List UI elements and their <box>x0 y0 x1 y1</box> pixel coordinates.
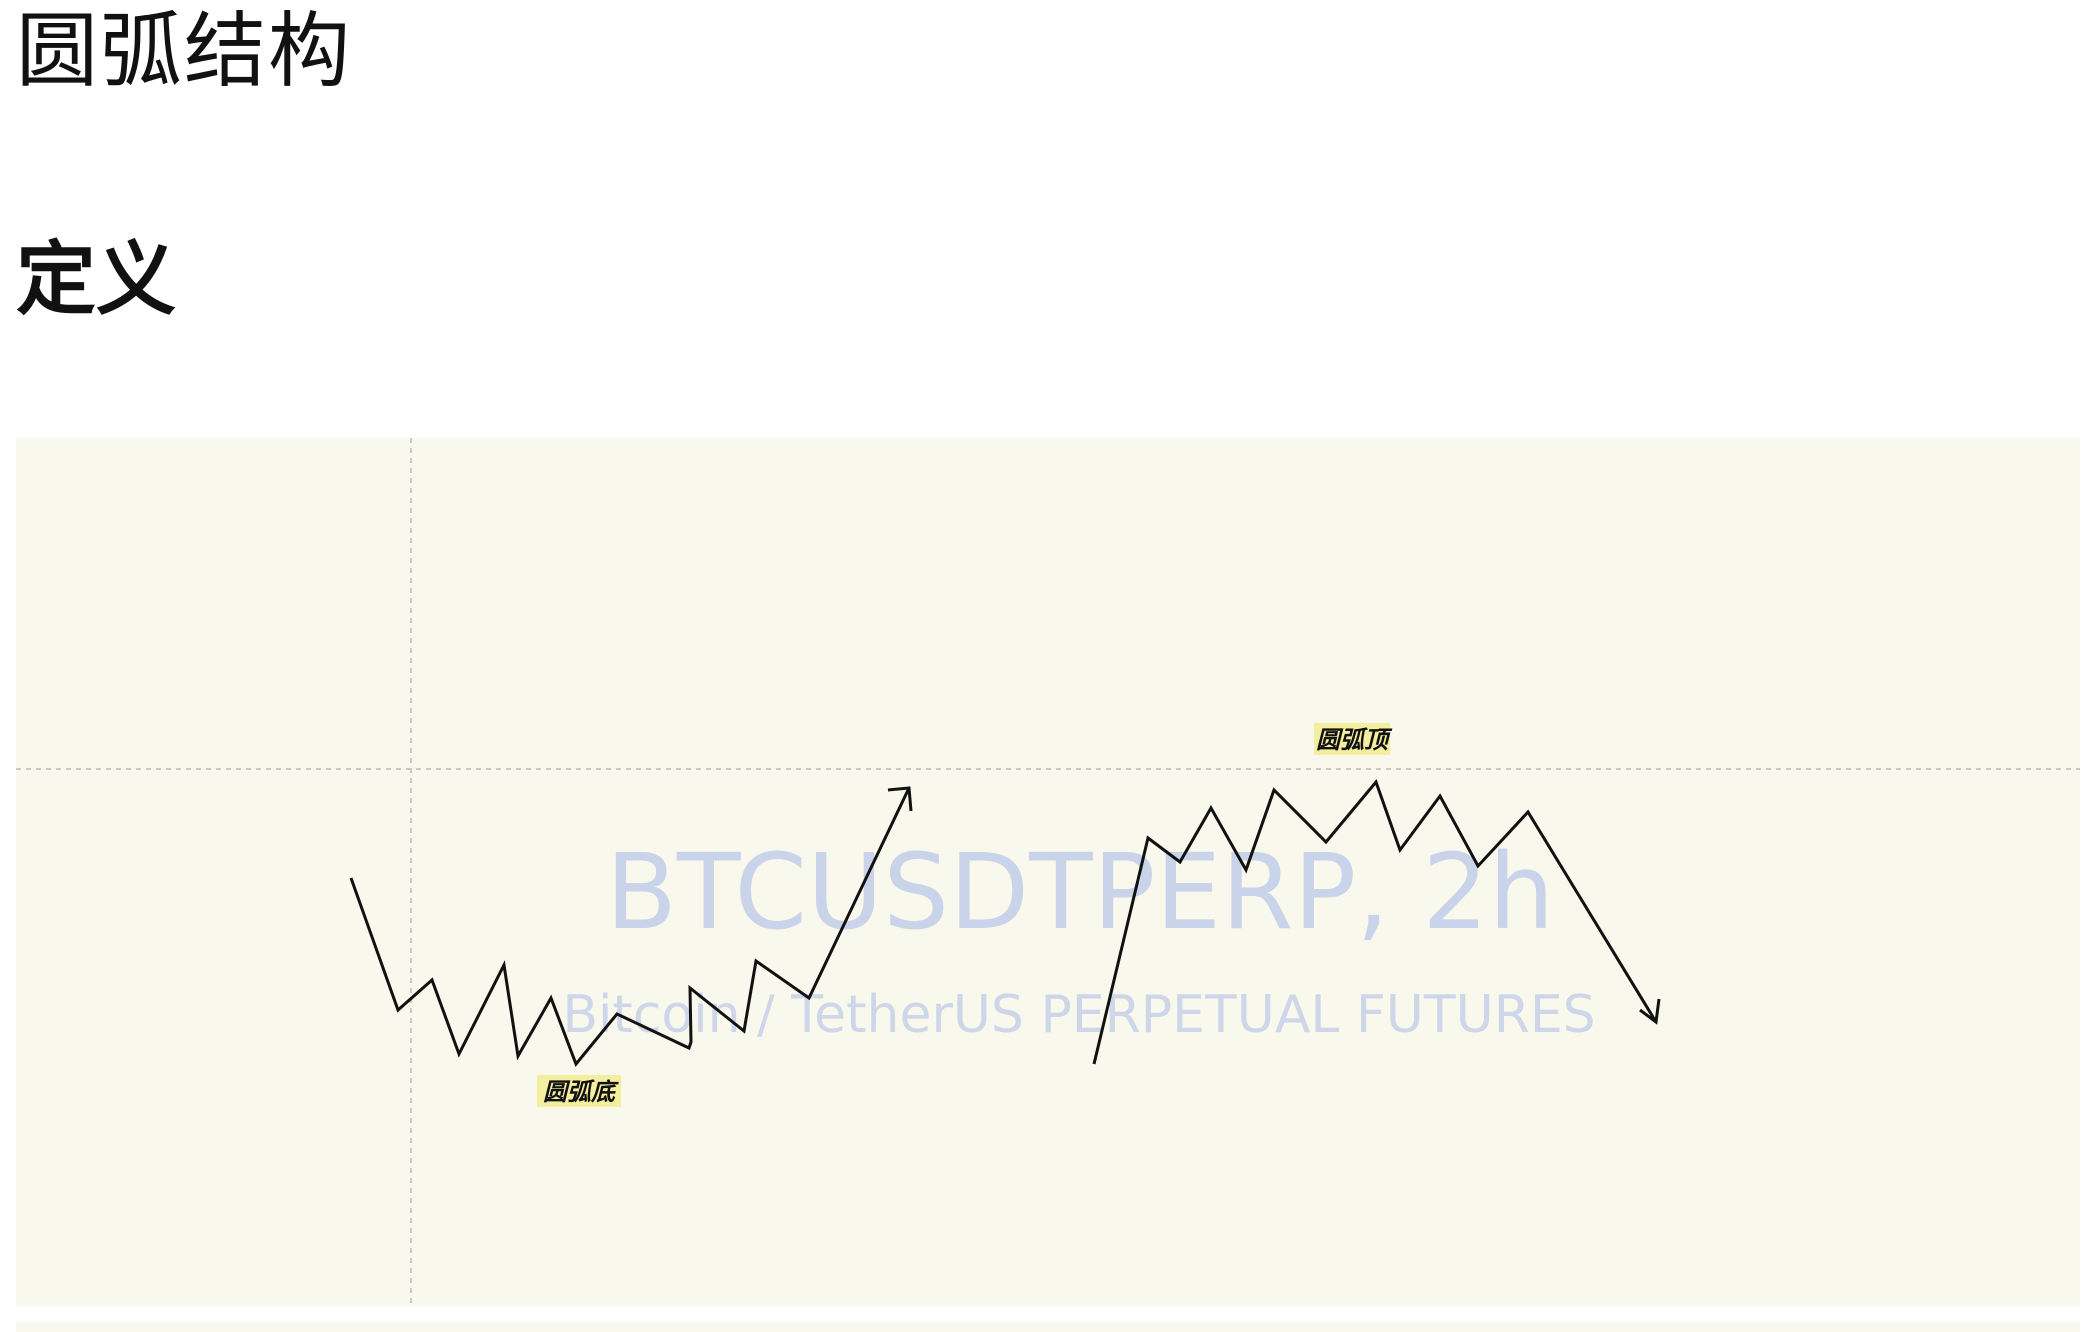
rounding-bottom-arrowhead <box>887 786 913 812</box>
pattern-illustration: BTCUSDTPERP, 2h Bitcoin / TetherUS PERPE… <box>16 438 2080 1306</box>
rounding-top-arrowhead <box>1639 998 1661 1025</box>
section-heading: 定义 <box>16 233 176 326</box>
rounding-top-label-bg <box>1314 723 1390 755</box>
page-title: 圆弧结构 <box>16 4 353 99</box>
watermark-title: BTCUSDTPERP, 2h <box>606 831 1555 953</box>
rounding-bottom-label: 圆弧底 <box>543 1078 619 1106</box>
rounding-top-path <box>1092 779 1658 1065</box>
pattern-svg: BTCUSDTPERP, 2h Bitcoin / TetherUS PERPE… <box>16 438 2080 1306</box>
watermark-subtitle: Bitcoin / TetherUS PERPETUAL FUTURES <box>562 985 1595 1045</box>
rounding-bottom-path <box>349 787 911 1067</box>
rounding-top-label: 圆弧顶 <box>1316 726 1393 754</box>
figure-bottom-strip <box>16 1322 2080 1332</box>
rounding-bottom-label-bg <box>537 1075 621 1107</box>
